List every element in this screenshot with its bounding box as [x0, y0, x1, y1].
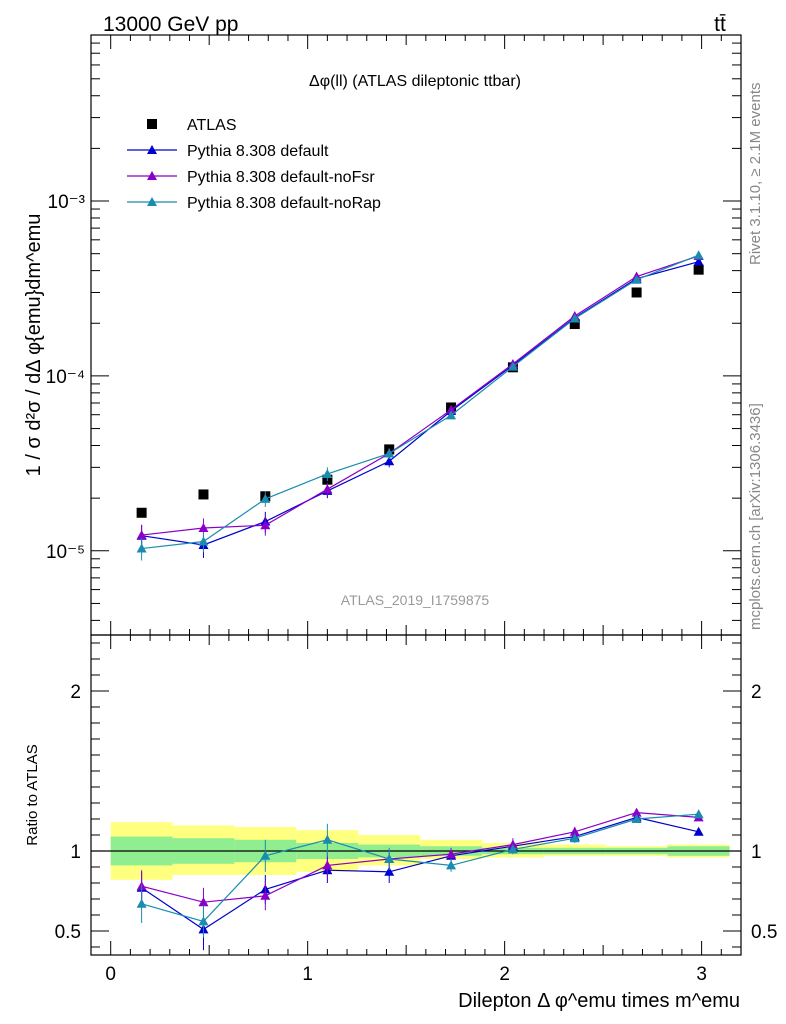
main-panel: 10⁻⁵ 10⁻⁴ 10⁻³ ATLAS Pythia 8.308 default Pyt…: [46, 34, 742, 636]
main-y-axis-label: 1 / σ d²σ / dΔ φ{emu}dm^emu: [23, 214, 45, 477]
pythia-8-308-default-ratio-point: [693, 826, 704, 836]
pythia-8-308-default-norap-point: [198, 536, 209, 546]
ratio-panel: 0.5 0.5 1 1 2 2 0 1 2 3: [55, 634, 777, 985]
pythia-8-308-default-norap-line: [141, 254, 699, 550]
ratio-y-tick-label-left: 1: [70, 842, 81, 863]
pythia-8-308-default-nofsr-ratio-point: [569, 826, 580, 836]
pythia-8-308-default-nofsr-point: [446, 404, 457, 414]
ratio-y-tick-label-right: 1: [751, 842, 762, 863]
pythia-8-308-default-nofsr-ratio-point: [198, 897, 209, 907]
pythia-8-308-default-nofsr-point: [198, 523, 209, 533]
pythia-8-308-default-norap-ratio-line: [141, 813, 699, 923]
ratio-y-tick-label-right: 0.5: [751, 922, 777, 943]
x-tick-label: 0: [105, 964, 116, 985]
pythia-8-308-default-nofsr-point: [260, 520, 271, 530]
legend-marker-pythia-8-308-default: [147, 145, 157, 154]
ratio-plot-frame: [90, 634, 742, 956]
pythia-8-308-default-norap-point: [446, 410, 457, 420]
pythia-8-308-default-norap-ratio-point: [322, 834, 333, 844]
pythia-8-308-default-point: [384, 456, 395, 466]
legend-label-pythia-8-308-default-norap: Pythia 8.308 default-noRap: [187, 195, 381, 212]
x-tick-label: 2: [499, 964, 510, 985]
ratio-y-axis-label: Ratio to ATLAS: [24, 744, 41, 845]
pythia-8-308-default-norap-point: [693, 250, 704, 260]
pythia-8-308-default-nofsr-ratio-point: [322, 860, 333, 870]
header-right: tt̄: [714, 13, 726, 36]
pythia-8-308-default-nofsr-point: [136, 530, 147, 540]
pythia-8-308-default-norap-ratio-point: [631, 814, 642, 823]
main-y-tick-label: 10⁻⁵: [46, 542, 85, 563]
pythia-8-308-default-norap-point: [260, 493, 271, 503]
main-y-tick-label: 10⁻³: [48, 192, 86, 213]
pythia-8-308-default-norap-point: [507, 361, 518, 371]
ratio-y-tick-label-left: 0.5: [55, 922, 81, 943]
legend-label-pythia-8-308-default-nofsr: Pythia 8.308 default-noFsr: [187, 169, 375, 186]
pythia-8-308-default-norap-point: [384, 448, 395, 458]
legend-label-atlas: ATLAS: [187, 117, 237, 134]
pythia-8-308-default-nofsr-ratio-point: [507, 839, 518, 849]
x-tick-label: 3: [696, 964, 707, 985]
atlas-point: [136, 507, 147, 518]
atlas-point: [631, 287, 642, 298]
ratio-y-tick-label-left: 2: [70, 682, 81, 703]
legend-marker-pythia-8-308-default-nofsr: [147, 171, 157, 180]
ratio-y-tick-label-right: 2: [751, 682, 762, 703]
pythia-8-308-default-line: [141, 261, 699, 546]
legend-marker-atlas: [147, 119, 157, 129]
pythia-8-308-default-point: [693, 256, 704, 266]
pythia-8-308-default-norap-ratio-point: [569, 833, 580, 843]
pythia-8-308-default-norap-ratio-point: [384, 854, 395, 863]
pythia-8-308-default-norap-ratio-point: [507, 844, 518, 854]
pythia-8-308-default-norap-point: [322, 468, 333, 478]
x-tick-label: 1: [302, 964, 313, 985]
x-axis-label: Dilepton Δ φ^emu times m^emu: [458, 990, 740, 1012]
pythia-8-308-default-norap-ratio-point: [198, 916, 209, 926]
watermark: ATLAS_2019_I1759875: [341, 592, 490, 608]
rivet-label: Rivet 3.1.10, ≥ 2.1M events: [747, 83, 764, 266]
legend-marker-pythia-8-308-default-norap: [147, 197, 157, 206]
header-left: 13000 GeV pp: [103, 13, 238, 36]
atlas-point: [569, 319, 580, 330]
pythia-8-308-default-norap-point: [569, 313, 580, 323]
atlas-point: [198, 489, 209, 500]
main-y-tick-label: 10⁻⁴: [46, 367, 85, 388]
mcplots-label: mcplots.cern.ch [arXiv:1306.3436]: [747, 403, 764, 630]
pythia-8-308-default-nofsr-line: [141, 255, 699, 536]
pythia-8-308-default-norap-ratio-point: [136, 898, 147, 908]
pythia-8-308-default-norap-ratio-point: [693, 809, 704, 819]
pythia-8-308-default-ratio-line: [141, 816, 699, 931]
pythia-8-308-default-nofsr-ratio-line: [141, 811, 699, 903]
pythia-8-308-default-norap-point: [631, 274, 642, 284]
pythia-8-308-default-ratio-point: [384, 866, 395, 876]
pythia-8-308-default-nofsr-point: [322, 484, 333, 494]
atlas-point: [693, 264, 704, 275]
pythia-8-308-default-norap-ratio-point: [446, 860, 457, 870]
legend-label-pythia-8-308-default: Pythia 8.308 default: [187, 143, 329, 160]
pythia-8-308-default-norap-point: [136, 543, 147, 553]
main-title: Δφ(ll) (ATLAS dileptonic ttbar): [309, 73, 521, 90]
pythia-8-308-default-nofsr-ratio-point: [631, 807, 642, 817]
pythia-8-308-default-norap-ratio-point: [260, 850, 271, 860]
pythia-8-308-default-nofsr-ratio-point: [260, 890, 271, 900]
pythia-8-308-default-nofsr-ratio-point: [446, 849, 457, 859]
